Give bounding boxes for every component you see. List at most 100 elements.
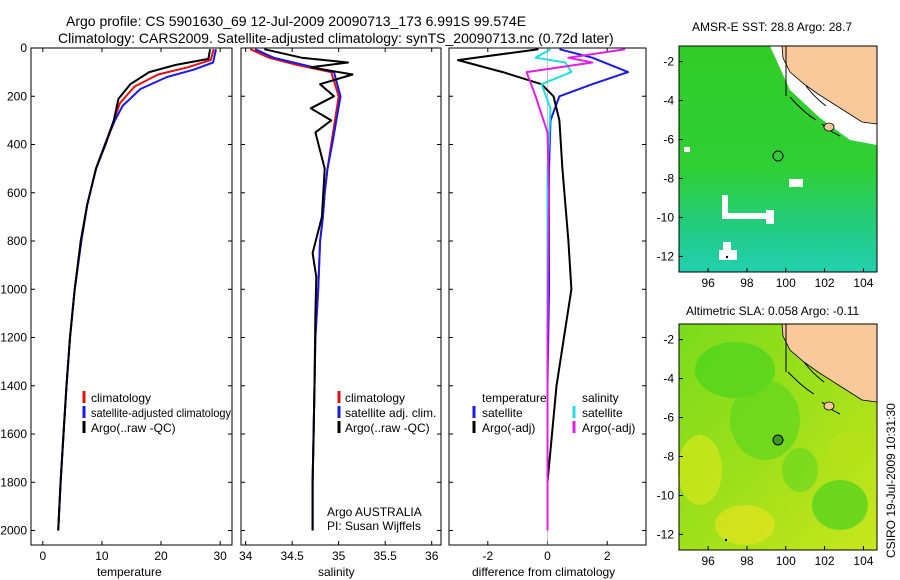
x-tick-label: 100 bbox=[776, 276, 796, 290]
temperature-legend: climatology satellite-adjusted climatolo… bbox=[82, 391, 231, 435]
x-tick-label: 35 bbox=[332, 549, 346, 563]
y-tick-label: 0 bbox=[20, 41, 27, 55]
y-tick-label: -4 bbox=[663, 372, 674, 386]
x-tick-label: 102 bbox=[815, 276, 835, 290]
y-tick-label: -12 bbox=[657, 527, 675, 541]
y-tick-label: 200 bbox=[7, 89, 27, 103]
legend-label-climatology: climatology bbox=[345, 391, 405, 405]
sla-map-title: Altimetric SLA: 0.058 Argo: -0.11 bbox=[686, 304, 860, 318]
y-tick-label: 1200 bbox=[0, 331, 27, 345]
x-tick-label: 34 bbox=[239, 549, 253, 563]
y-tick-label: -10 bbox=[657, 210, 675, 224]
cloud-gap bbox=[684, 147, 690, 152]
legend-label-temp-argo: Argo(-adj) bbox=[482, 421, 535, 435]
legend-heading-temperature: temperature bbox=[482, 391, 547, 405]
temperature-panel: 0 10 20 30 0 200 400 600 800 1000 1200 1400 1600 1800… bbox=[0, 41, 233, 579]
legend-label-climatology: climatology bbox=[91, 391, 151, 405]
x-tick-label: 96 bbox=[701, 276, 715, 290]
x-tick-label: 98 bbox=[740, 276, 754, 290]
difference-legend: temperature satellite Argo(-adj) salinit… bbox=[472, 391, 635, 435]
x-tick-label: 98 bbox=[740, 554, 754, 568]
y-tick-label: -4 bbox=[663, 94, 674, 108]
temperature-frame bbox=[30, 47, 233, 546]
y-tick-label: 1400 bbox=[0, 379, 27, 393]
legend-label-argo: Argo(..raw -QC) bbox=[91, 421, 176, 435]
cloud-gap bbox=[722, 195, 728, 217]
sla-patch bbox=[782, 448, 818, 492]
cloud-gap bbox=[719, 250, 737, 260]
cloud-gap bbox=[789, 179, 803, 187]
sla-patch bbox=[828, 432, 872, 468]
legend-label-sal-satellite: satellite bbox=[582, 406, 623, 420]
x-tick-label: 0 bbox=[544, 549, 551, 563]
y-tick-label: -12 bbox=[657, 249, 675, 263]
pi-label: PI: Susan Wijffels bbox=[327, 519, 421, 533]
salinity-ticks: 34 34.5 35 35.5 36 bbox=[239, 47, 441, 563]
y-tick-label: 1600 bbox=[0, 427, 27, 441]
temperature-xlabel: temperature bbox=[97, 565, 162, 579]
sst-map-title: AMSR-E SST: 28.8 Argo: 28.7 bbox=[692, 20, 852, 34]
y-tick-label: -6 bbox=[663, 133, 674, 147]
series-line-temperature-argo bbox=[457, 48, 573, 531]
x-tick-label: 30 bbox=[213, 549, 227, 563]
sst-island bbox=[823, 122, 835, 132]
difference-xlabel: difference from climatology bbox=[472, 565, 615, 579]
y-tick-label: -6 bbox=[663, 411, 674, 425]
y-tick-label: -8 bbox=[663, 449, 674, 463]
chart-title-line1: Argo profile: CS 5901630_69 12-Jul-2009 … bbox=[66, 13, 526, 29]
cloud-gap bbox=[722, 213, 770, 219]
y-tick-label: 400 bbox=[7, 138, 27, 152]
legend-label-sal-argo: Argo(-adj) bbox=[582, 421, 635, 435]
sla-dot bbox=[724, 538, 728, 542]
difference-panel: -2 0 2 difference from climatology tempera… bbox=[448, 47, 647, 579]
y-tick-label: 800 bbox=[7, 234, 27, 248]
temperature-lines bbox=[57, 48, 217, 531]
salinity-xlabel: salinity bbox=[318, 565, 355, 579]
sla-map: Altimetric SLA: 0.058 Argo: -0.11 96 98 10… bbox=[657, 304, 878, 568]
argo-program-label: Argo AUSTRALIA bbox=[327, 505, 422, 519]
y-tick-label: -2 bbox=[663, 55, 674, 69]
sla-map-ticks: 96 98 100 102 104 -2 -4 -6 -8 -10 -12 bbox=[657, 333, 874, 568]
legend-label-satellite: satellite-adjusted climatology bbox=[91, 406, 231, 420]
salinity-frame bbox=[240, 47, 442, 546]
credit-label: CSIRO 19-Jul-2009 10:31:30 bbox=[884, 403, 898, 558]
sst-argo-position bbox=[772, 150, 784, 162]
x-tick-label: 102 bbox=[815, 554, 835, 568]
cloud-gap bbox=[766, 210, 774, 224]
legend-label-argo: Argo(..raw -QC) bbox=[345, 421, 430, 435]
series-line-argo bbox=[264, 48, 354, 531]
sla-island bbox=[823, 401, 835, 411]
sst-island-chain bbox=[789, 85, 841, 137]
sst-map-ticks: 96 98 100 102 104 -2 -4 -6 -8 -10 -12 bbox=[657, 55, 874, 290]
sla-patch bbox=[678, 435, 722, 505]
x-tick-label: 20 bbox=[154, 549, 168, 563]
x-tick-label: -2 bbox=[482, 549, 493, 563]
sst-cloud-gaps bbox=[684, 147, 803, 260]
y-tick-label: 1800 bbox=[0, 475, 27, 489]
y-tick-label: 600 bbox=[7, 186, 27, 200]
sst-dot bbox=[725, 255, 729, 259]
legend-label-temp-satellite: satellite bbox=[482, 406, 523, 420]
sla-map-frame bbox=[678, 323, 878, 551]
salinity-legend: climatology satellite adj. clim. Argo(..… bbox=[337, 391, 436, 435]
x-tick-label: 0 bbox=[39, 549, 46, 563]
x-tick-label: 96 bbox=[701, 554, 715, 568]
sst-map-frame bbox=[678, 45, 878, 273]
y-tick-label: 1000 bbox=[0, 282, 27, 296]
series-line-salinity-argo bbox=[525, 48, 626, 531]
x-tick-label: 2 bbox=[604, 549, 611, 563]
x-tick-label: 35.5 bbox=[374, 549, 398, 563]
salinity-panel: 34 34.5 35 35.5 36 salinity climatology sate… bbox=[239, 47, 442, 579]
legend-heading-salinity: salinity bbox=[582, 391, 619, 405]
y-tick-label: -2 bbox=[663, 333, 674, 347]
chart-title-line2: Climatology: CARS2009. Satellite-adjuste… bbox=[58, 30, 614, 46]
x-tick-label: 10 bbox=[95, 549, 109, 563]
x-tick-label: 104 bbox=[853, 554, 873, 568]
difference-lines bbox=[457, 48, 630, 531]
sla-patch bbox=[730, 380, 800, 460]
x-tick-label: 104 bbox=[853, 276, 873, 290]
salinity-lines bbox=[249, 48, 354, 531]
sst-map: AMSR-E SST: 28.8 Argo: 28.7 96 98 100 102 10… bbox=[657, 20, 878, 290]
temperature-ticks: 0 10 20 30 0 200 400 600 800 1000 1200 1400 1600 1800… bbox=[0, 41, 232, 563]
